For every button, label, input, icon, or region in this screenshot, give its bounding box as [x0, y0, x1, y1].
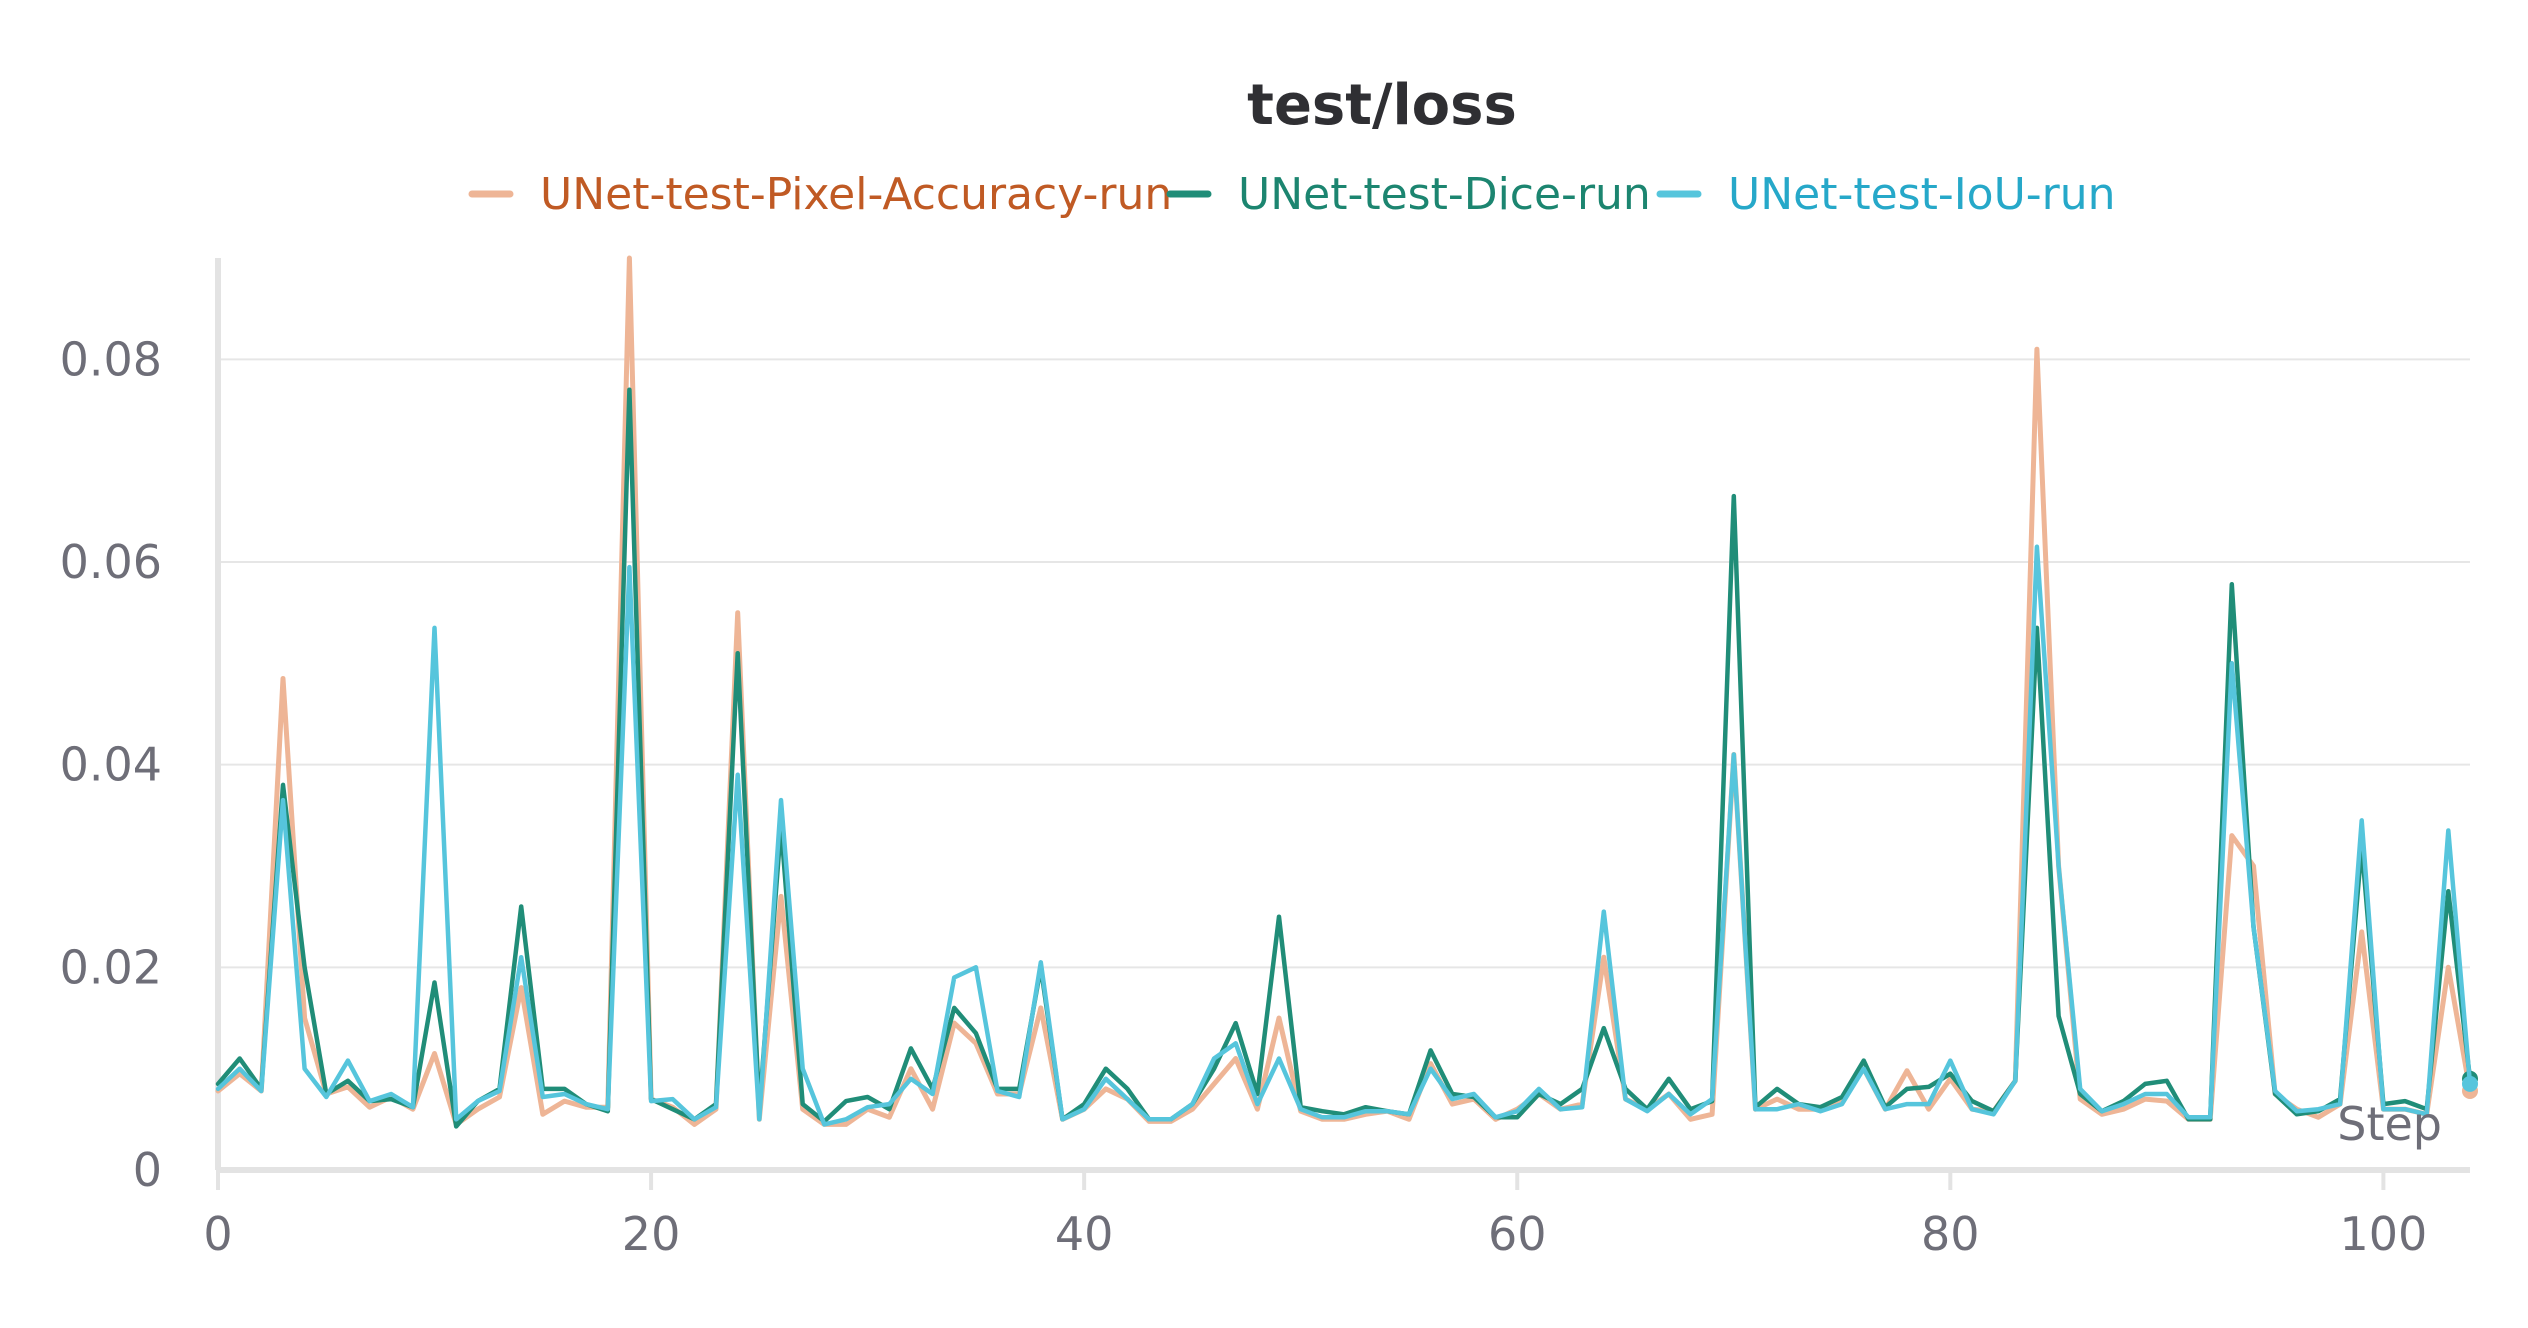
axes [215, 258, 2470, 1173]
legend-item-3[interactable]: UNet-test-IoU-run [1656, 169, 2116, 220]
series-lines [215, 255, 2478, 1129]
y-tick-label: 0.08 [60, 332, 162, 386]
x-tick-label: 40 [1055, 1207, 1114, 1261]
legend-label: UNet-test-Pixel-Accuracy-run [540, 169, 1172, 220]
tick-labels: 0 20 40 60 80 100 0 0.02 0.04 0.06 0.08 [60, 332, 2428, 1261]
y-tick-label: 0 [133, 1143, 162, 1197]
series-line-3 [215, 544, 2473, 1127]
y-tick-label: 0.06 [60, 535, 162, 589]
legend[interactable]: UNet-test-Pixel-Accuracy-run UNet-test-Di… [468, 169, 2116, 220]
series-line-1 [215, 255, 2473, 1127]
x-tick-label: 100 [2339, 1207, 2427, 1261]
y-tick-label: 0.02 [60, 940, 162, 994]
legend-label: UNet-test-Dice-run [1238, 169, 1651, 220]
series-end-point-3 [2462, 1075, 2478, 1092]
series-line-2 [215, 387, 2473, 1129]
grid [218, 358, 2470, 969]
x-axis-label: Step [2337, 1097, 2442, 1151]
y-tick-label: 0.04 [60, 738, 162, 792]
x-tick-label: 20 [622, 1207, 681, 1261]
x-tick-label: 0 [203, 1207, 232, 1261]
legend-item-2[interactable]: UNet-test-Dice-run [1166, 169, 1651, 220]
legend-item-1[interactable]: UNet-test-Pixel-Accuracy-run [468, 169, 1172, 220]
legend-label: UNet-test-IoU-run [1728, 169, 2116, 220]
chart-title: test/loss [1247, 73, 1517, 138]
x-tick-label: 80 [1921, 1207, 1980, 1261]
x-tick-label: 60 [1488, 1207, 1547, 1261]
